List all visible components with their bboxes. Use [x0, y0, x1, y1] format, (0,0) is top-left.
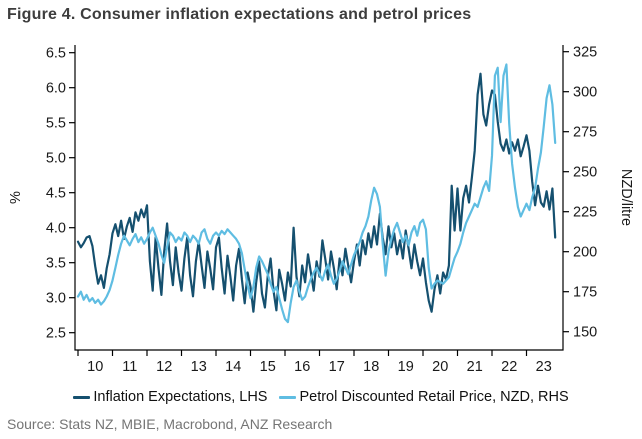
y-left-tick-label: 6.0 — [46, 81, 66, 97]
y-left-tick-label: 5.5 — [46, 116, 66, 132]
y-right-tick-label: 200 — [573, 245, 597, 261]
y-right-tick-label: 175 — [573, 285, 597, 301]
x-tick-label: 20 — [432, 359, 448, 375]
y-right-tick-label: 250 — [573, 165, 597, 181]
legend-item-inflation: Inflation Expectations, LHS — [73, 389, 267, 405]
y-left-tick-label: 3.5 — [46, 256, 66, 272]
y-right-axis-title: NZD/litre — [618, 169, 634, 226]
legend: Inflation Expectations, LHS Petrol Disco… — [0, 389, 642, 405]
y-left-tick-label: 4.0 — [46, 221, 66, 237]
axis-spines — [74, 45, 564, 351]
legend-label-petrol: Petrol Discounted Retail Price, NZD, RHS — [299, 389, 569, 405]
y-left-axis-title: % — [8, 191, 24, 204]
figure-title: Figure 4. Consumer inflation expectation… — [7, 6, 472, 23]
petrol-line-swatch-icon — [279, 395, 297, 399]
y-right-tick-label: 300 — [573, 85, 597, 101]
x-tick-label: 11 — [122, 359, 137, 375]
x-tick-label: 18 — [363, 359, 379, 375]
y-left-tick-label: 6.5 — [46, 46, 66, 62]
inflation-line-swatch-icon — [73, 395, 91, 399]
x-tick-label: 19 — [398, 359, 414, 375]
x-tick-label: 10 — [87, 359, 103, 375]
x-tick-label: 16 — [294, 359, 310, 375]
y-right-tick-label: 150 — [573, 325, 597, 341]
y-left-tick-label: 2.5 — [46, 326, 66, 342]
petrol-price-line — [76, 63, 557, 324]
legend-item-petrol: Petrol Discounted Retail Price, NZD, RHS — [279, 389, 569, 405]
x-tick-label: 13 — [191, 359, 207, 375]
y-right-tick-label: 275 — [573, 125, 597, 141]
x-tick-label: 21 — [467, 359, 483, 375]
inflation-expectations-line — [76, 72, 557, 313]
x-tick-label: 17 — [329, 359, 345, 375]
y-right-tick-label: 225 — [573, 205, 597, 221]
source-note: Source: Stats NZ, MBIE, Macrobond, ANZ R… — [7, 416, 333, 432]
x-tick-label: 23 — [536, 359, 552, 375]
x-tick-label: 15 — [260, 359, 276, 375]
y-right-tick-label: 325 — [573, 45, 597, 61]
y-left-tick-label: 4.5 — [46, 186, 66, 202]
y-left-tick-label: 3.0 — [46, 291, 66, 307]
x-tick-label: 22 — [501, 359, 517, 375]
x-tick-label: 14 — [225, 359, 241, 375]
legend-label-inflation: Inflation Expectations, LHS — [93, 389, 268, 405]
x-tick-label: 12 — [156, 359, 172, 375]
y-left-tick-label: 5.0 — [46, 151, 66, 167]
